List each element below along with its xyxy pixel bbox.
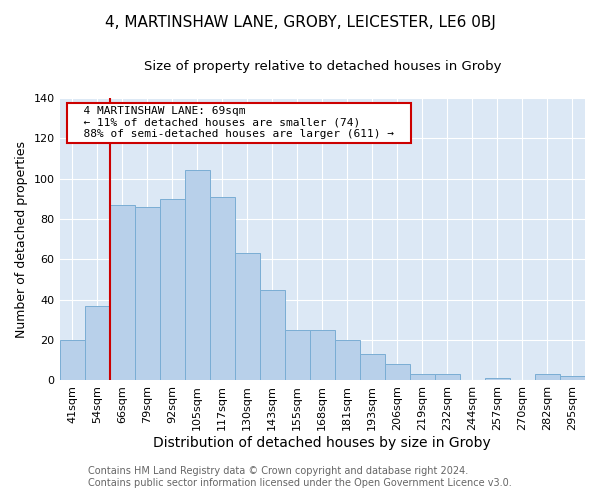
Bar (209, 196, 235, 380)
X-axis label: Distribution of detached houses by size in Groby: Distribution of detached houses by size … (154, 436, 491, 450)
Bar (410, 374, 435, 380)
Title: Size of property relative to detached houses in Groby: Size of property relative to detached ho… (143, 60, 501, 73)
Bar (385, 364, 410, 380)
Text: 4 MARTINSHAW LANE: 69sqm
  ← 11% of detached houses are smaller (74)
  88% of se: 4 MARTINSHAW LANE: 69sqm ← 11% of detach… (70, 106, 407, 140)
Bar (560, 376, 585, 380)
Bar (260, 290, 285, 380)
Bar (285, 330, 310, 380)
Bar (160, 198, 185, 380)
Bar (59, 340, 85, 380)
Y-axis label: Number of detached properties: Number of detached properties (15, 140, 28, 338)
Bar (235, 254, 260, 380)
Bar (535, 374, 560, 380)
Bar (435, 374, 460, 380)
Bar (335, 340, 360, 380)
Bar (360, 354, 385, 380)
Bar (485, 378, 510, 380)
Text: 4, MARTINSHAW LANE, GROBY, LEICESTER, LE6 0BJ: 4, MARTINSHAW LANE, GROBY, LEICESTER, LE… (104, 15, 496, 30)
Bar (85, 306, 110, 380)
Bar (185, 170, 209, 380)
Bar (110, 205, 134, 380)
Bar (134, 207, 160, 380)
Bar (310, 330, 335, 380)
Text: Contains HM Land Registry data © Crown copyright and database right 2024.
Contai: Contains HM Land Registry data © Crown c… (88, 466, 512, 487)
